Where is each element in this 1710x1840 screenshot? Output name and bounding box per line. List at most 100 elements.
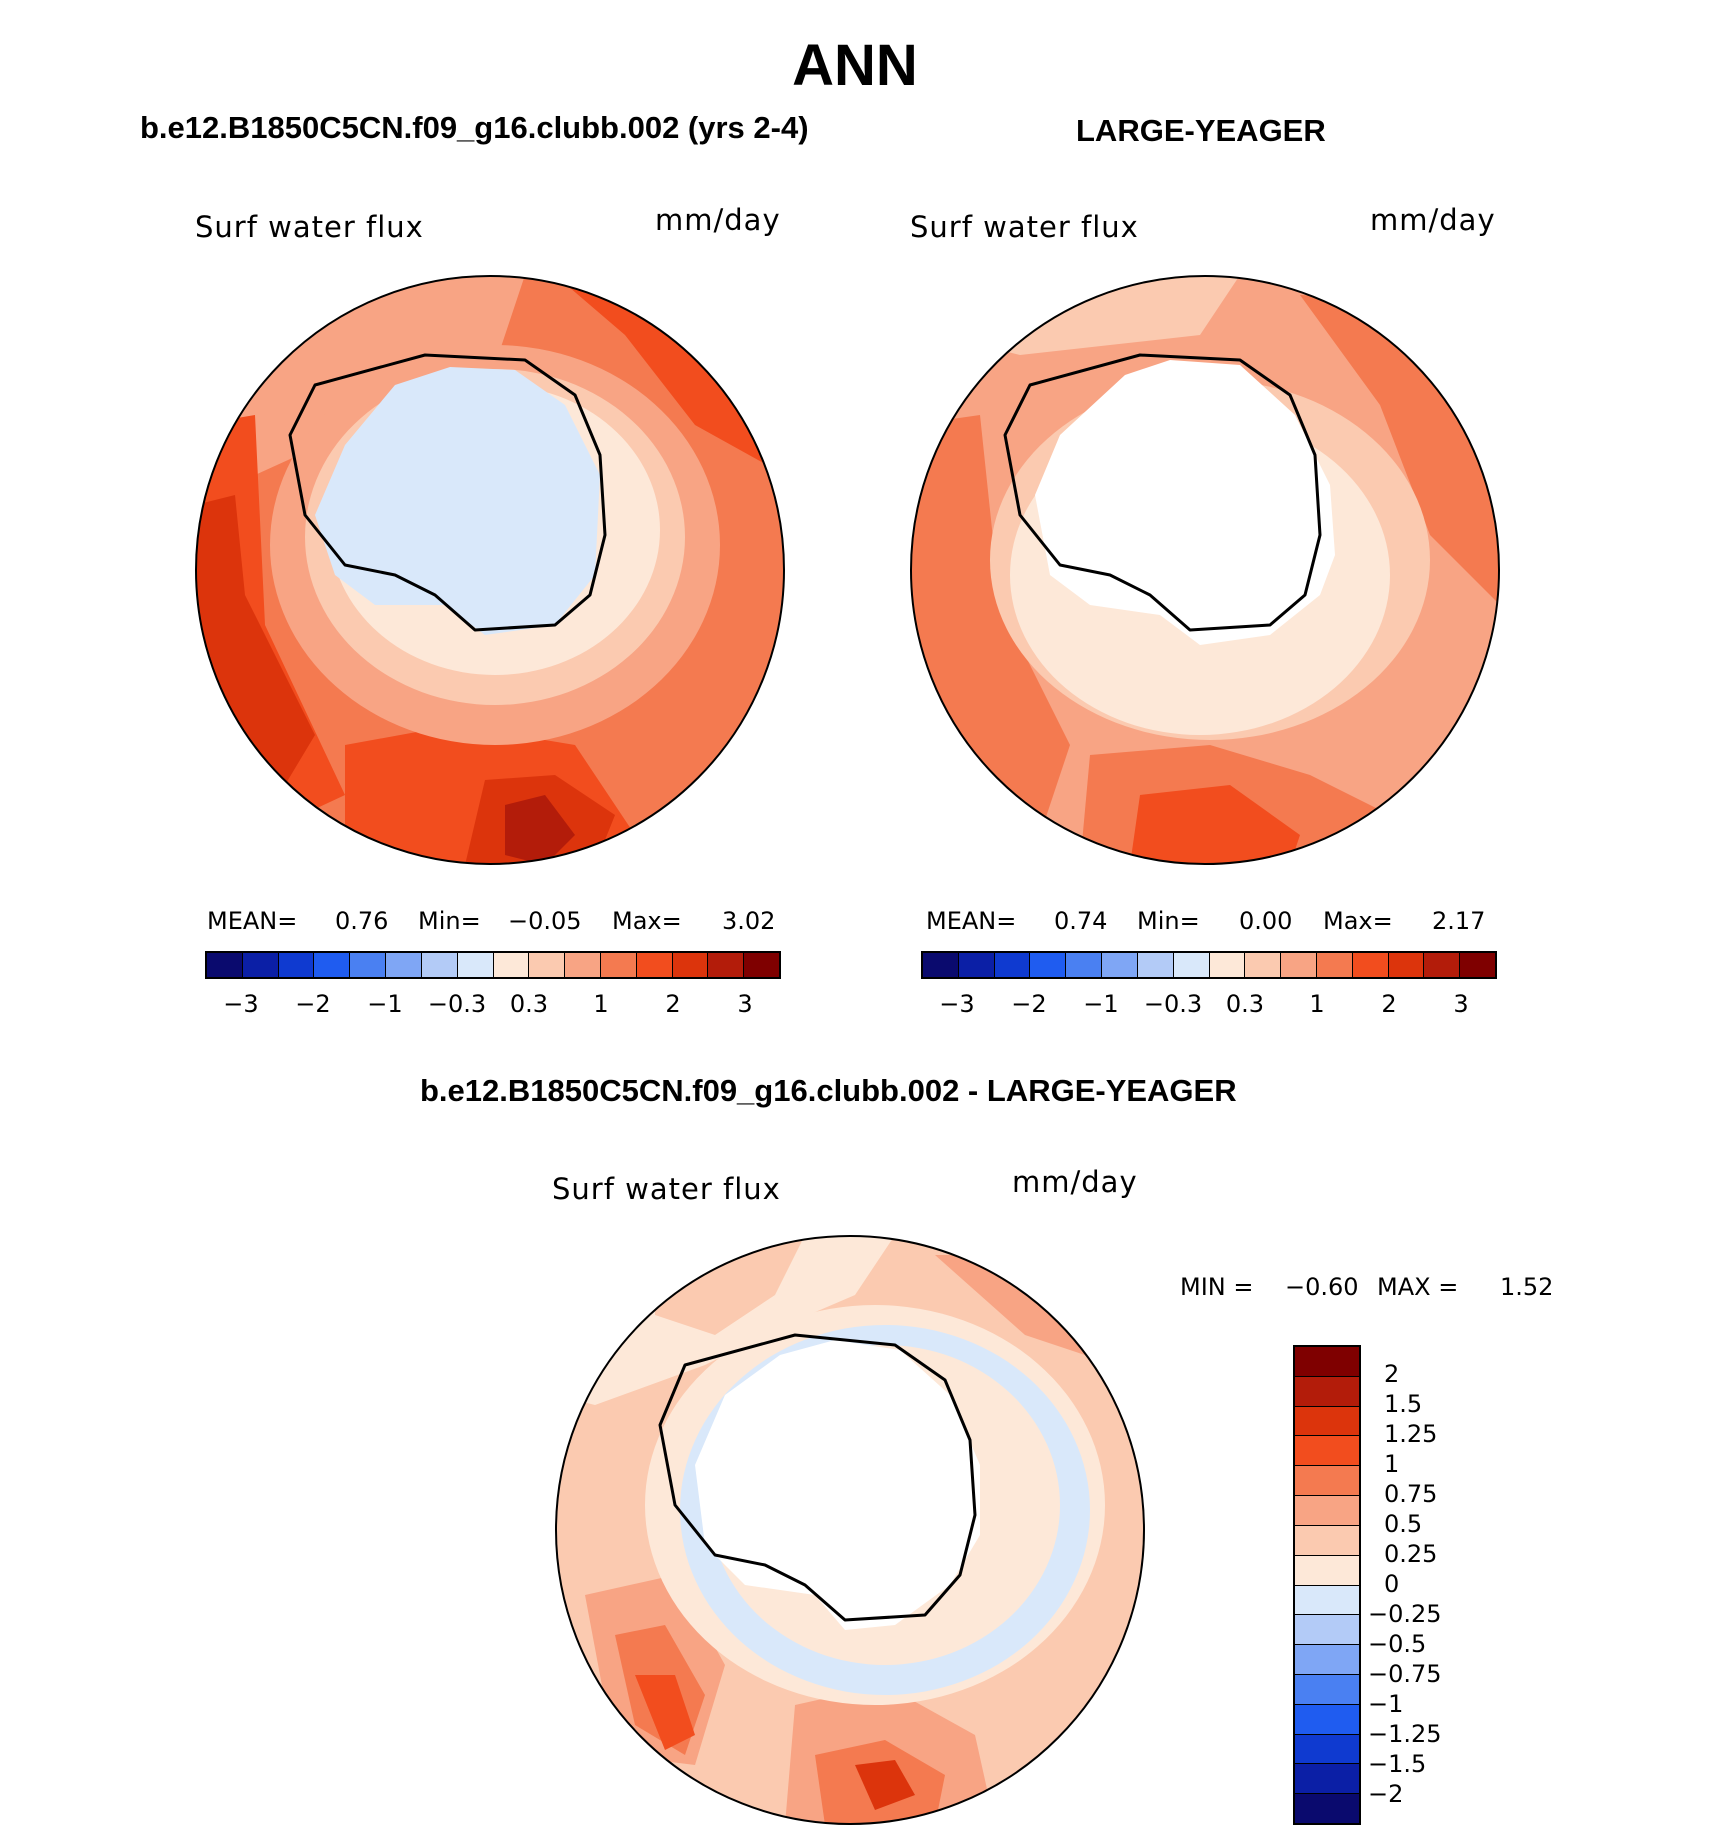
colorbar-swatch bbox=[386, 953, 422, 977]
panel3-map bbox=[555, 1235, 1145, 1825]
colorbar-tick-label: −0.25 bbox=[1368, 1600, 1442, 1628]
colorbar-swatch bbox=[1295, 1555, 1359, 1586]
colorbar-swatch bbox=[1209, 953, 1246, 977]
panel3-map-border bbox=[555, 1235, 1145, 1825]
colorbar-tick-label: 1 bbox=[1309, 990, 1325, 1018]
colorbar-swatch bbox=[529, 953, 566, 977]
colorbar-swatch bbox=[350, 953, 387, 977]
panel2-max-value: 2.17 bbox=[1432, 907, 1486, 935]
colorbar-tick-label: −1.5 bbox=[1368, 1750, 1427, 1778]
colorbar-swatch bbox=[565, 953, 601, 977]
colorbar-swatch bbox=[1295, 1496, 1359, 1526]
colorbar-tick-label: 3 bbox=[737, 990, 753, 1018]
panel3-coastline bbox=[658, 1333, 977, 1622]
colorbar-tick-label: 3 bbox=[1453, 990, 1469, 1018]
colorbar-tick-label: −2 bbox=[1368, 1780, 1404, 1808]
panel1-coastline bbox=[288, 353, 607, 632]
colorbar-swatch bbox=[1295, 1525, 1359, 1556]
colorbar-tick-label: 1.5 bbox=[1384, 1390, 1423, 1418]
colorbar-swatch bbox=[1245, 953, 1282, 977]
colorbar-swatch bbox=[1295, 1645, 1359, 1675]
colorbar-tick-label: −1 bbox=[367, 990, 403, 1018]
colorbar-swatch bbox=[207, 953, 243, 977]
panel3-colorbar-labels: 2 1.5 1.25 1 0.75 0.5 0.25 0 −0.25 −0.5 −0.75 −1 −1.… bbox=[1368, 1345, 1488, 1825]
panel3-min-value: −0.60 bbox=[1285, 1273, 1359, 1301]
panel1-units: mm/day bbox=[655, 203, 781, 237]
colorbar-tick-label: −3 bbox=[939, 990, 975, 1018]
colorbar-swatch bbox=[1295, 1466, 1359, 1497]
colorbar-tick-label: −0.3 bbox=[1143, 990, 1203, 1018]
panel2-variable: Surf water flux bbox=[910, 210, 1139, 244]
colorbar-tick-label: −0.75 bbox=[1368, 1660, 1442, 1688]
panel3-field-land bbox=[695, 1340, 980, 1630]
colorbar-swatch bbox=[1030, 953, 1067, 977]
panel2-map bbox=[910, 275, 1500, 865]
colorbar-swatch bbox=[1460, 953, 1495, 977]
colorbar-tick-label: 0.3 bbox=[509, 990, 549, 1018]
colorbar-swatch bbox=[1295, 1764, 1359, 1795]
colorbar-swatch bbox=[958, 953, 995, 977]
colorbar-swatch bbox=[421, 953, 458, 977]
colorbar-swatch bbox=[672, 953, 709, 977]
colorbar-swatch bbox=[1066, 953, 1103, 977]
colorbar-tick-label: −1 bbox=[1083, 990, 1119, 1018]
panel1-map-border bbox=[195, 275, 785, 865]
panel1-map bbox=[195, 275, 785, 865]
colorbar-swatch bbox=[636, 953, 673, 977]
colorbar-swatch bbox=[1316, 953, 1353, 977]
panel2-title: LARGE-YEAGER bbox=[1076, 113, 1326, 148]
colorbar-swatch bbox=[1424, 953, 1461, 977]
panel2-colorbar-labels: −3 −2 −1 −0.3 0.3 1 2 3 bbox=[921, 990, 1497, 1020]
colorbar-tick-label: 2 bbox=[1384, 1360, 1400, 1388]
panel1-colorbar bbox=[205, 951, 781, 979]
colorbar-swatch bbox=[708, 953, 745, 977]
colorbar-swatch bbox=[1295, 1794, 1359, 1823]
colorbar-tick-label: −1.25 bbox=[1368, 1720, 1442, 1748]
panel2-units: mm/day bbox=[1370, 203, 1496, 237]
panel1-min-value: −0.05 bbox=[508, 907, 582, 935]
panel2-mean-value: 0.74 bbox=[1054, 907, 1108, 935]
colorbar-swatch bbox=[994, 953, 1031, 977]
colorbar-tick-label: 1 bbox=[1384, 1450, 1400, 1478]
colorbar-swatch bbox=[1352, 953, 1389, 977]
colorbar-tick-label: −3 bbox=[223, 990, 259, 1018]
panel3-field-band bbox=[635, 1675, 695, 1750]
colorbar-tick-label: −0.5 bbox=[1368, 1630, 1427, 1658]
colorbar-swatch bbox=[1295, 1674, 1359, 1705]
colorbar-tick-label: 0.25 bbox=[1384, 1540, 1438, 1568]
colorbar-tick-label: 2 bbox=[1381, 990, 1397, 1018]
colorbar-swatch bbox=[1295, 1585, 1359, 1616]
colorbar-tick-label: 0.3 bbox=[1225, 990, 1265, 1018]
panel2-field-band bbox=[1130, 785, 1300, 864]
colorbar-swatch bbox=[923, 953, 959, 977]
colorbar-tick-label: −1 bbox=[1368, 1690, 1404, 1718]
panel1-max-label: Max= bbox=[612, 907, 682, 935]
colorbar-tick-label: −2 bbox=[1011, 990, 1047, 1018]
panel1-title: b.e12.B1850C5CN.f09_g16.clubb.002 (yrs 2… bbox=[140, 110, 809, 145]
panel3-max-value: 1.52 bbox=[1500, 1273, 1554, 1301]
colorbar-tick-label: −2 bbox=[295, 990, 331, 1018]
colorbar-swatch bbox=[1295, 1615, 1359, 1646]
panel1-field-band bbox=[315, 367, 600, 635]
panel2-coastline bbox=[1003, 353, 1322, 632]
panel1-mean-value: 0.76 bbox=[335, 907, 389, 935]
colorbar-tick-label: 0.5 bbox=[1384, 1510, 1423, 1538]
colorbar-tick-label: 0 bbox=[1384, 1570, 1400, 1598]
panel1-mean-label: MEAN= bbox=[207, 907, 298, 935]
panel3-variable: Surf water flux bbox=[552, 1172, 781, 1206]
colorbar-swatch bbox=[1388, 953, 1425, 977]
panel1-max-value: 3.02 bbox=[722, 907, 776, 935]
panel2-colorbar bbox=[921, 951, 1497, 979]
colorbar-swatch bbox=[1295, 1436, 1359, 1467]
colorbar-tick-label: −0.3 bbox=[427, 990, 487, 1018]
main-title: ANN bbox=[792, 33, 918, 98]
panel1-min-label: Min= bbox=[418, 907, 481, 935]
colorbar-swatch bbox=[1137, 953, 1174, 977]
panel1-colorbar-labels: −3 −2 −1 −0.3 0.3 1 2 3 bbox=[205, 990, 781, 1020]
colorbar-swatch bbox=[457, 953, 494, 977]
panel3-max-label: MAX = bbox=[1377, 1273, 1459, 1301]
colorbar-tick-label: 0.75 bbox=[1384, 1480, 1438, 1508]
colorbar-swatch bbox=[493, 953, 530, 977]
colorbar-tick-label: 1.25 bbox=[1384, 1420, 1438, 1448]
colorbar-swatch bbox=[744, 953, 779, 977]
